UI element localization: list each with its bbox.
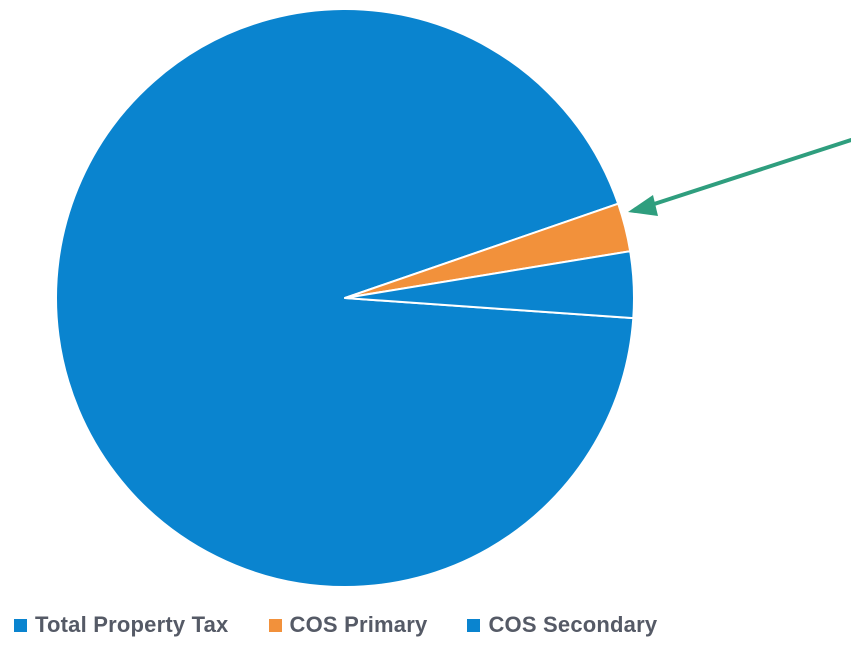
legend-item-total-property-tax: Total Property Tax (14, 612, 229, 638)
annotation-arrow-head (628, 195, 658, 216)
annotation-arrow-line (646, 138, 851, 208)
legend-swatch-cos-secondary (467, 618, 481, 632)
legend-swatch-total-property-tax (14, 618, 27, 632)
pie-chart (55, 8, 851, 588)
legend-item-cos-primary: COS Primary (268, 612, 428, 638)
chart-legend: Total Property Tax COS Primary COS Secon… (14, 612, 697, 638)
legend-item-cos-secondary: COS Secondary (467, 612, 657, 638)
annotation-arrow (628, 138, 851, 216)
legend-swatch-cos-primary (268, 618, 282, 632)
legend-label-cos-primary: COS Primary (289, 612, 428, 637)
legend-label-total-property-tax: Total Property Tax (35, 612, 229, 637)
pie-slice-cos-secondary (344, 250, 635, 320)
legend-label-cos-secondary: COS Secondary (488, 612, 658, 637)
pie-slices (55, 8, 635, 588)
